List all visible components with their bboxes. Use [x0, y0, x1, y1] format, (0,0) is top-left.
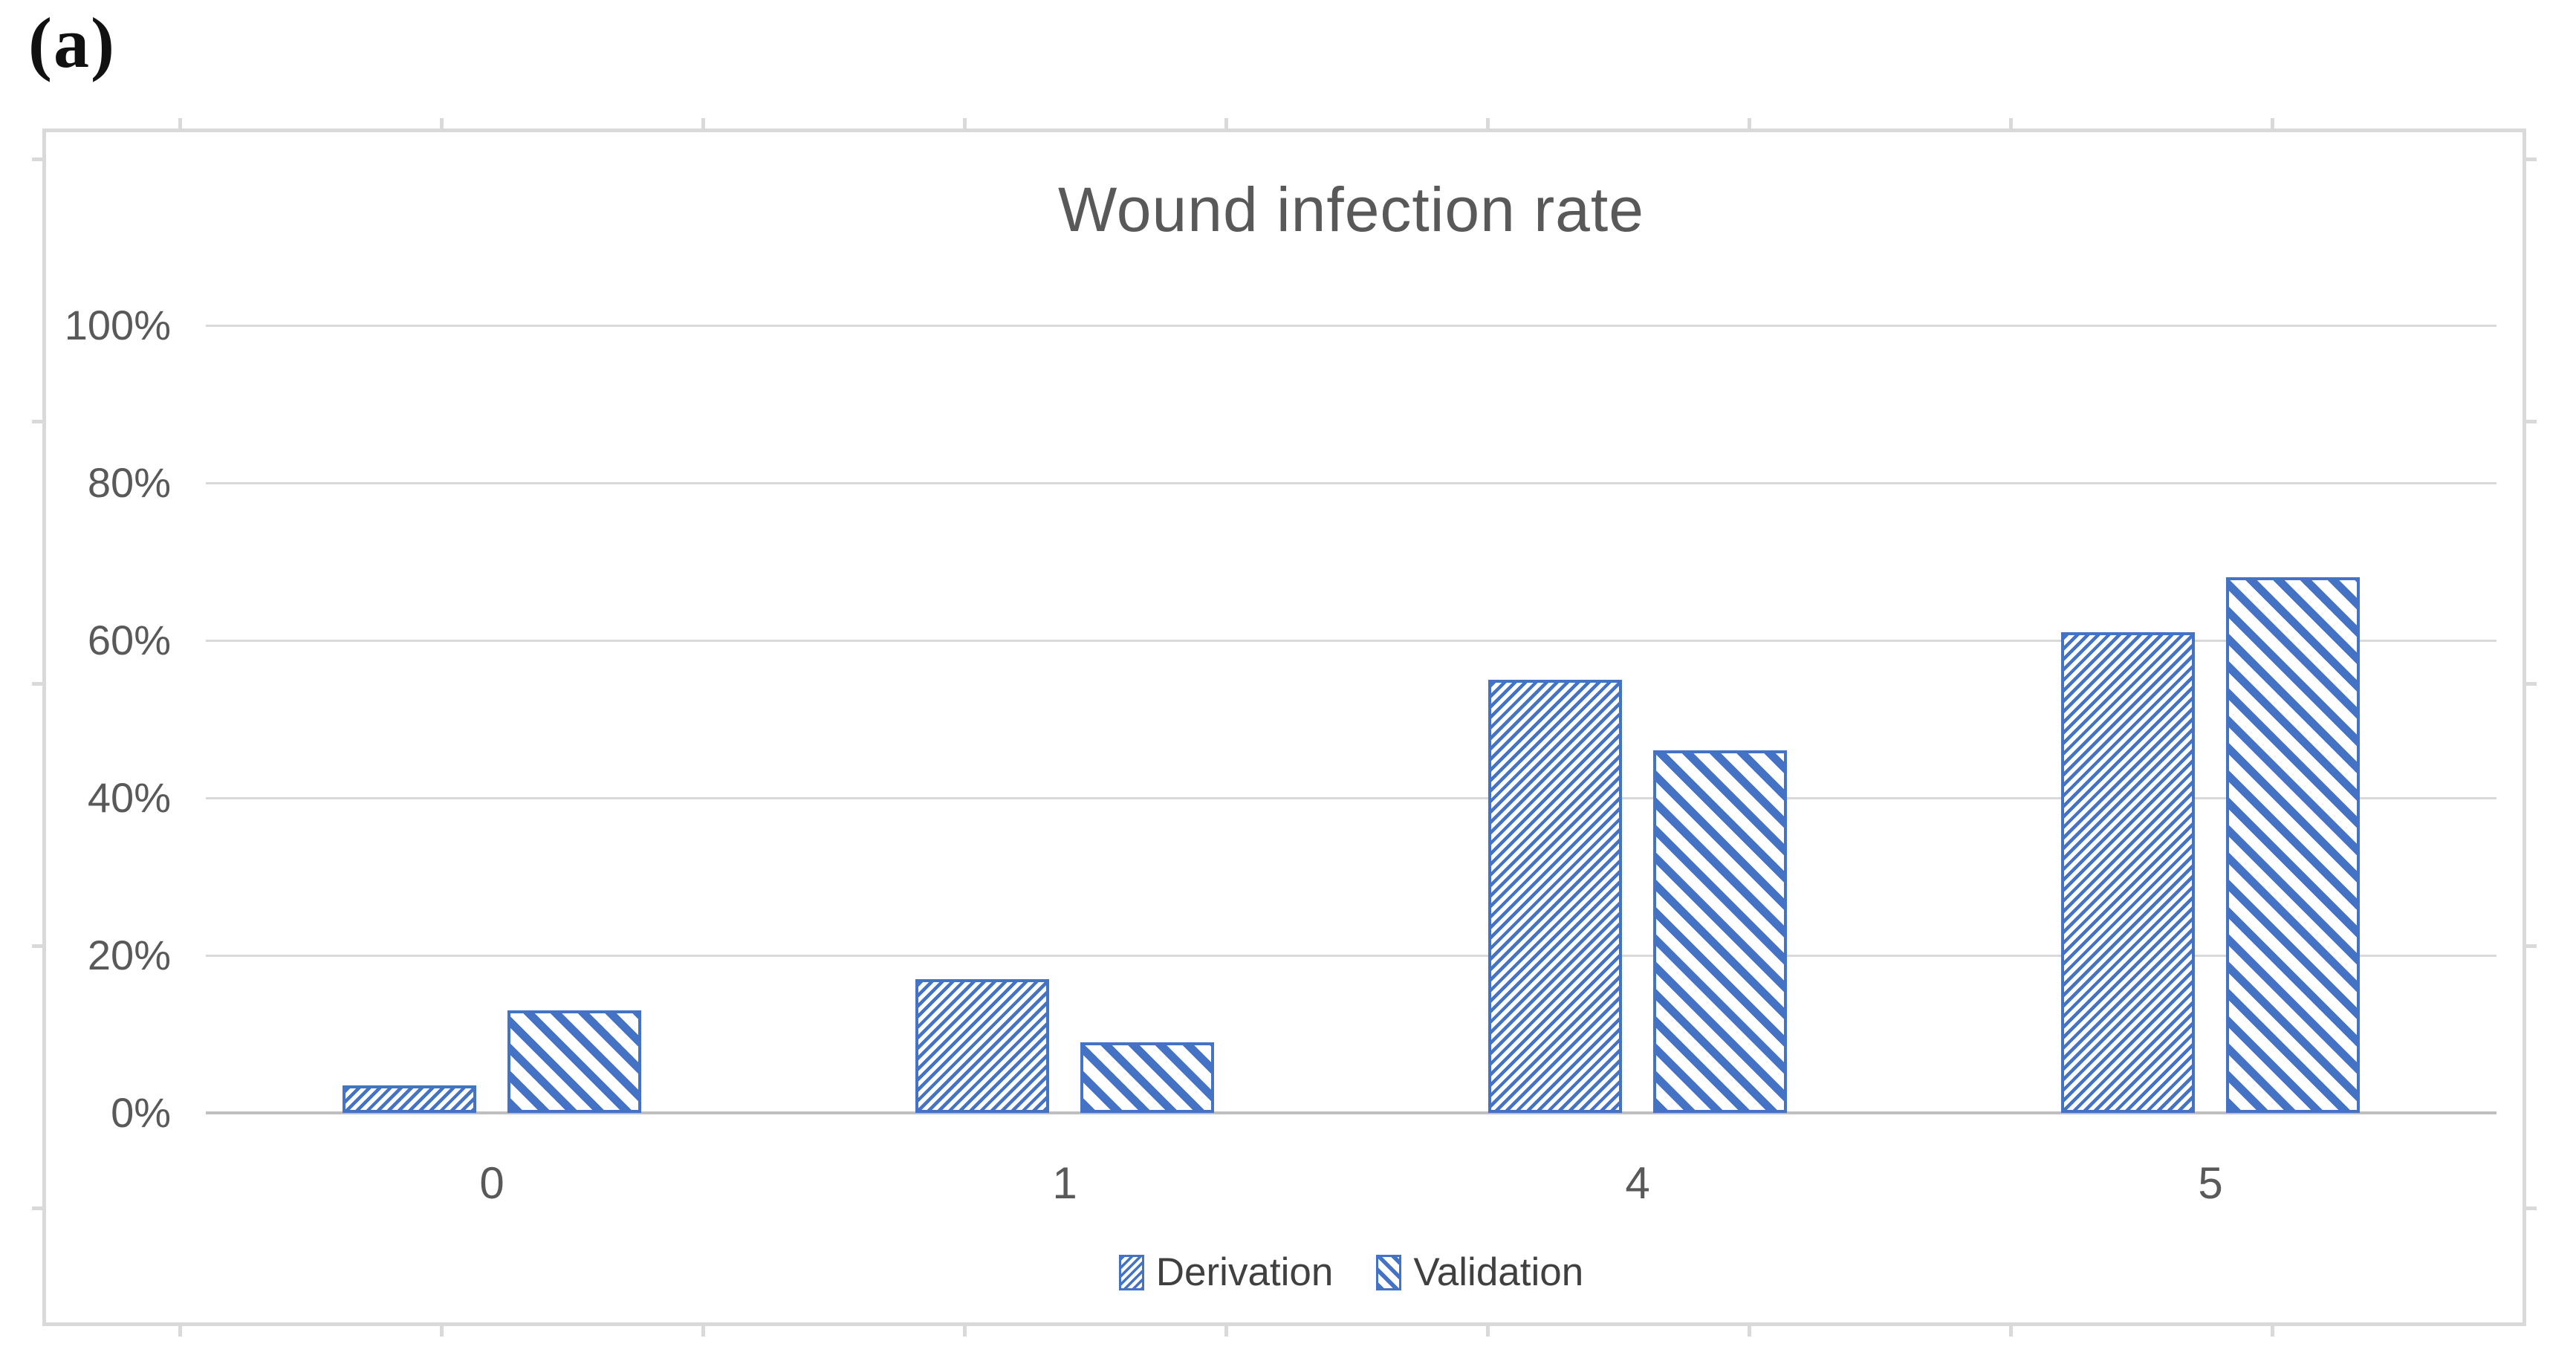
frame-tick: [2009, 118, 2013, 129]
legend-label: Validation: [1413, 1250, 1584, 1294]
frame-tick: [1748, 1326, 1751, 1337]
bar-validation-4: [1653, 750, 1787, 1113]
x-axis-line: [206, 1111, 2496, 1114]
x-axis-tick-label: 0: [479, 1158, 505, 1208]
diagonal-up-swatch-icon: [1118, 1254, 1144, 1290]
panel-label: (a): [28, 3, 116, 82]
bar-validation-0: [507, 1010, 641, 1113]
frame-tick: [2526, 157, 2537, 161]
x-axis-tick-label: 5: [2198, 1158, 2223, 1208]
y-axis-tick-label: 80%: [87, 459, 171, 506]
chart-title: Wound infection rate: [1058, 175, 1644, 244]
frame-tick: [1486, 118, 1490, 129]
frame-tick: [2526, 944, 2537, 948]
y-axis-tick-label: 40%: [87, 774, 171, 821]
y-axis-tick-label: 20%: [87, 932, 171, 978]
bar-derivation-5: [2061, 632, 2195, 1113]
frame-tick: [2526, 1207, 2537, 1210]
frame-tick: [963, 118, 967, 129]
frame-tick: [32, 420, 42, 423]
frame-tick: [1748, 118, 1751, 129]
gridline: [206, 640, 2496, 642]
frame-tick: [701, 1326, 705, 1337]
frame-tick: [32, 682, 42, 686]
frame-tick: [32, 1207, 42, 1210]
frame-tick: [2009, 1326, 2013, 1337]
legend-label: Derivation: [1155, 1250, 1334, 1294]
y-axis-tick-label: 100%: [64, 302, 171, 348]
frame-tick: [2526, 420, 2537, 423]
frame-tick: [2271, 118, 2274, 129]
legend-item-derivation: Derivation: [1118, 1250, 1334, 1295]
frame-tick: [2271, 1326, 2274, 1337]
frame-tick: [178, 1326, 182, 1337]
gridline: [206, 325, 2496, 327]
frame-tick: [32, 944, 42, 948]
frame-tick: [178, 118, 182, 129]
frame-tick: [440, 1326, 444, 1337]
frame-tick: [701, 118, 705, 129]
x-axis-tick-label: 1: [1052, 1158, 1077, 1208]
bar-validation-1: [1080, 1042, 1214, 1113]
gridline: [206, 797, 2496, 799]
legend: Derivation Validation: [206, 1250, 2496, 1295]
y-axis-tick-label: 60%: [87, 617, 171, 663]
bar-derivation-0: [343, 1085, 476, 1113]
gridline: [206, 482, 2496, 484]
bar-validation-5: [2226, 577, 2360, 1113]
x-axis-tick-label: 4: [1625, 1158, 1650, 1208]
bar-derivation-4: [1488, 680, 1622, 1113]
frame-tick: [1224, 1326, 1228, 1337]
frame-tick: [1486, 1326, 1490, 1337]
y-axis-tick-label: 0%: [111, 1089, 171, 1136]
frame-tick: [32, 157, 42, 161]
legend-item-validation: Validation: [1376, 1250, 1583, 1295]
diagonal-down-swatch-icon: [1376, 1254, 1402, 1290]
frame-tick: [2526, 682, 2537, 686]
gridline: [206, 955, 2496, 957]
frame-tick: [963, 1326, 967, 1337]
frame-tick: [1224, 118, 1228, 129]
bar-derivation-1: [915, 979, 1049, 1113]
frame-tick: [440, 118, 444, 129]
